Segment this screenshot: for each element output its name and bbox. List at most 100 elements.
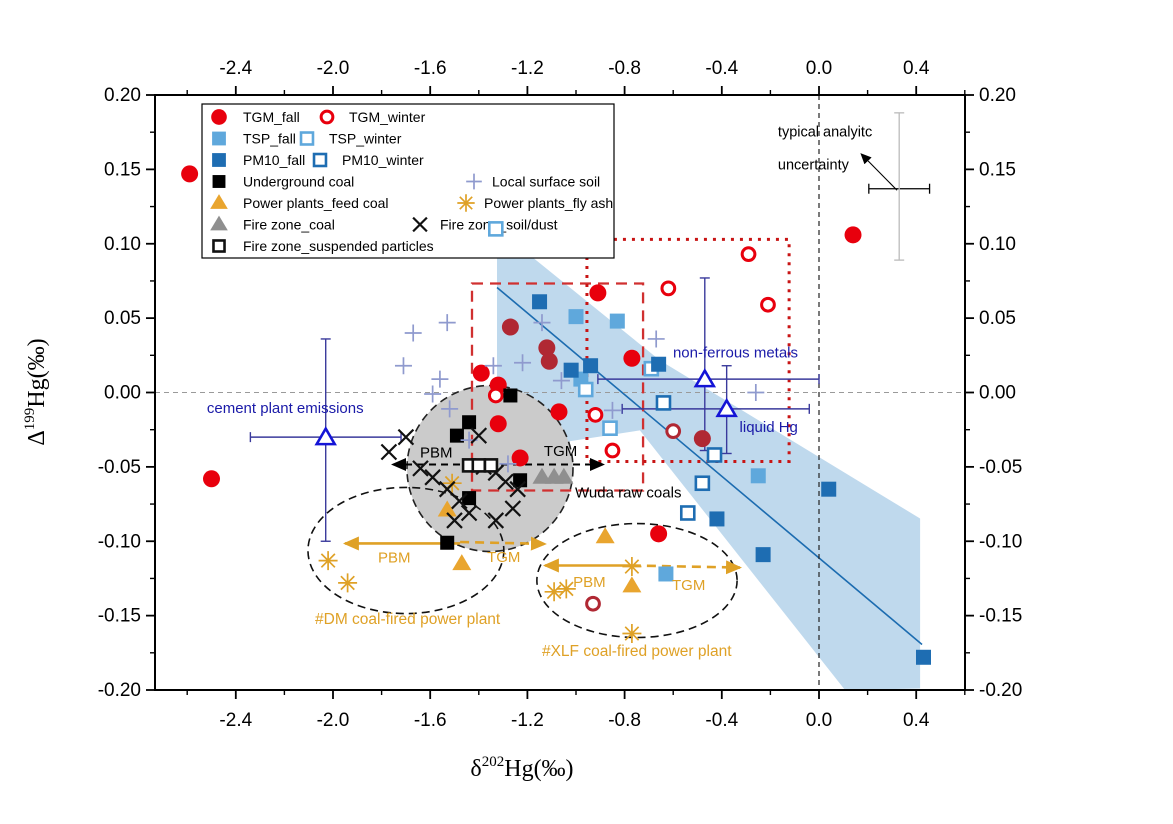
svg-text:Fire zone_suspended particles: Fire zone_suspended particles xyxy=(243,238,434,254)
svg-text:0.10: 0.10 xyxy=(104,234,141,255)
annotation-label-0: typical analyitc xyxy=(778,125,872,141)
svg-text:Power plants_feed coal: Power plants_feed coal xyxy=(243,195,389,211)
source-cement xyxy=(249,338,402,542)
svg-text:-1.2: -1.2 xyxy=(511,58,544,79)
svg-text:0.05: 0.05 xyxy=(104,308,141,329)
svg-text:0.00: 0.00 xyxy=(979,383,1016,404)
svg-text:-0.8: -0.8 xyxy=(608,710,641,731)
annotation-label-1: uncertainty xyxy=(778,158,850,174)
annotation-label-9: TGM xyxy=(487,549,520,566)
legend-item-pp_fly_ash: Power plants_fly ash xyxy=(457,194,613,212)
regression-line xyxy=(496,286,923,646)
svg-text:Underground coal: Underground coal xyxy=(243,174,354,190)
annotation-label-5: PBM xyxy=(420,445,453,462)
svg-text:-0.15: -0.15 xyxy=(98,606,141,627)
svg-text:-0.20: -0.20 xyxy=(98,680,141,701)
svg-text:Power plants_fly ash: Power plants_fly ash xyxy=(484,195,613,211)
series-pp_feed_coal xyxy=(437,500,642,593)
svg-text:0.00: 0.00 xyxy=(104,383,141,404)
legend-item-underground_coal: Underground coal xyxy=(212,174,354,190)
svg-text:PM10_fall: PM10_fall xyxy=(243,152,305,168)
svg-text:0.0: 0.0 xyxy=(806,710,832,731)
svg-text:0.05: 0.05 xyxy=(979,308,1016,329)
series-tgm_fall xyxy=(181,165,862,543)
svg-text:TGM_winter: TGM_winter xyxy=(349,109,426,125)
svg-text:0.0: 0.0 xyxy=(806,58,832,79)
svg-text:-2.0: -2.0 xyxy=(317,58,350,79)
svg-text:TSP_winter: TSP_winter xyxy=(329,131,402,147)
svg-text:-0.20: -0.20 xyxy=(979,680,1022,701)
annotation-label-2: non-ferrous metals xyxy=(673,345,798,362)
series-local_surface_soil xyxy=(394,314,765,473)
red-dashed-rect xyxy=(470,282,645,492)
annotation-label-10: PBM xyxy=(573,574,606,591)
svg-text:TGM_fall: TGM_fall xyxy=(243,109,300,125)
svg-text:-2.0: -2.0 xyxy=(317,710,350,731)
uncertainty-pointer xyxy=(860,153,898,191)
legend-item-tsp_winter: TSP_winter xyxy=(299,131,402,147)
legend-box xyxy=(201,103,615,259)
svg-text:-1.6: -1.6 xyxy=(414,58,447,79)
svg-text:-0.05: -0.05 xyxy=(98,457,141,478)
svg-text:-1.6: -1.6 xyxy=(414,710,447,731)
series-fire_zone_coal xyxy=(532,467,574,484)
legend-item-fire_zone_coal: Fire zone_coal xyxy=(210,215,335,233)
svg-text:0.15: 0.15 xyxy=(104,159,141,180)
axis-ticks: -2.4 -2.4 -2.0 -2.0 -1.6 -1.6 -1.2 -1.2 -0.8 -0.8… xyxy=(98,58,1023,731)
legend-item-pm10_fall: PM10_fall xyxy=(212,152,305,168)
svg-text:TSP_fall: TSP_fall xyxy=(243,131,296,147)
annotation-label-4: cement plant emissions xyxy=(207,400,364,417)
confidence-band xyxy=(497,250,921,690)
series-pm10_fall xyxy=(532,294,931,665)
annotation-label-3: liquid Hg xyxy=(740,419,798,436)
legend-item-tgm_winter: TGM_winter xyxy=(319,109,426,125)
svg-text:0.10: 0.10 xyxy=(979,234,1016,255)
svg-text:Fire zone_coal: Fire zone_coal xyxy=(243,217,335,233)
dm-power-plant-ellipse xyxy=(307,486,505,615)
svg-text:Local surface soil: Local surface soil xyxy=(492,174,600,190)
xlf-tgm-arrow xyxy=(631,560,743,575)
svg-text:-0.15: -0.15 xyxy=(979,606,1022,627)
y-axis-title: Δ199Hg(‰) xyxy=(22,338,50,445)
legend-item-pp_feed_coal: Power plants_feed coal xyxy=(210,194,389,211)
annotation-label-8: PBM xyxy=(378,550,411,567)
svg-text:PM10_winter: PM10_winter xyxy=(342,152,424,168)
annotation-label-6: TGM xyxy=(544,443,577,460)
svg-text:0.20: 0.20 xyxy=(104,85,141,106)
annotation-label-12: #DM coal-fired power plant xyxy=(315,611,501,628)
legend-item-pm10_winter: PM10_winter xyxy=(312,152,424,168)
legend-item-fire_zone_susp: Fire zone_suspended particles xyxy=(212,238,434,254)
source-nonferrous xyxy=(597,277,820,452)
legend-item-tgm_fall: TGM_fall xyxy=(211,109,300,125)
uncertainty-cross xyxy=(868,112,931,261)
svg-text:-0.4: -0.4 xyxy=(705,58,738,79)
annotation-label-11: TGM xyxy=(672,577,705,594)
svg-text:-0.10: -0.10 xyxy=(979,531,1022,552)
svg-text:-1.2: -1.2 xyxy=(511,710,544,731)
legend-item-local_surface_soil: Local surface soil xyxy=(466,174,600,190)
svg-text:-0.4: -0.4 xyxy=(705,710,738,731)
svg-text:-2.4: -2.4 xyxy=(219,710,252,731)
series-underground_coal xyxy=(440,388,528,550)
legend-item-tsp_fall: TSP_fall xyxy=(212,131,296,147)
svg-text:0.20: 0.20 xyxy=(979,85,1016,106)
svg-text:0.15: 0.15 xyxy=(979,159,1016,180)
red-dotted-rect xyxy=(585,237,791,464)
svg-text:0.4: 0.4 xyxy=(903,710,930,731)
annotation-label-13: #XLF coal-fired power plant xyxy=(542,643,732,660)
svg-text:-0.05: -0.05 xyxy=(979,457,1022,478)
series-pm10_winter xyxy=(655,395,723,521)
xlf-power-plant-ellipse xyxy=(536,522,738,639)
legend: TGM_fall TGM_winter TSP_fall TSP_winter PM10… xyxy=(201,103,615,259)
svg-text:-2.4: -2.4 xyxy=(219,58,252,79)
source-liquid_hg xyxy=(621,365,810,455)
series-fire_zone_susp xyxy=(461,458,499,473)
svg-text:-0.10: -0.10 xyxy=(98,531,141,552)
x-axis-title: δ202Hg(‰) xyxy=(470,754,573,782)
svg-text:-0.8: -0.8 xyxy=(608,58,641,79)
svg-text:0.4: 0.4 xyxy=(903,58,930,79)
annotation-label-7: Wuda raw coals xyxy=(575,485,681,502)
series-tgm_winter xyxy=(487,246,776,612)
